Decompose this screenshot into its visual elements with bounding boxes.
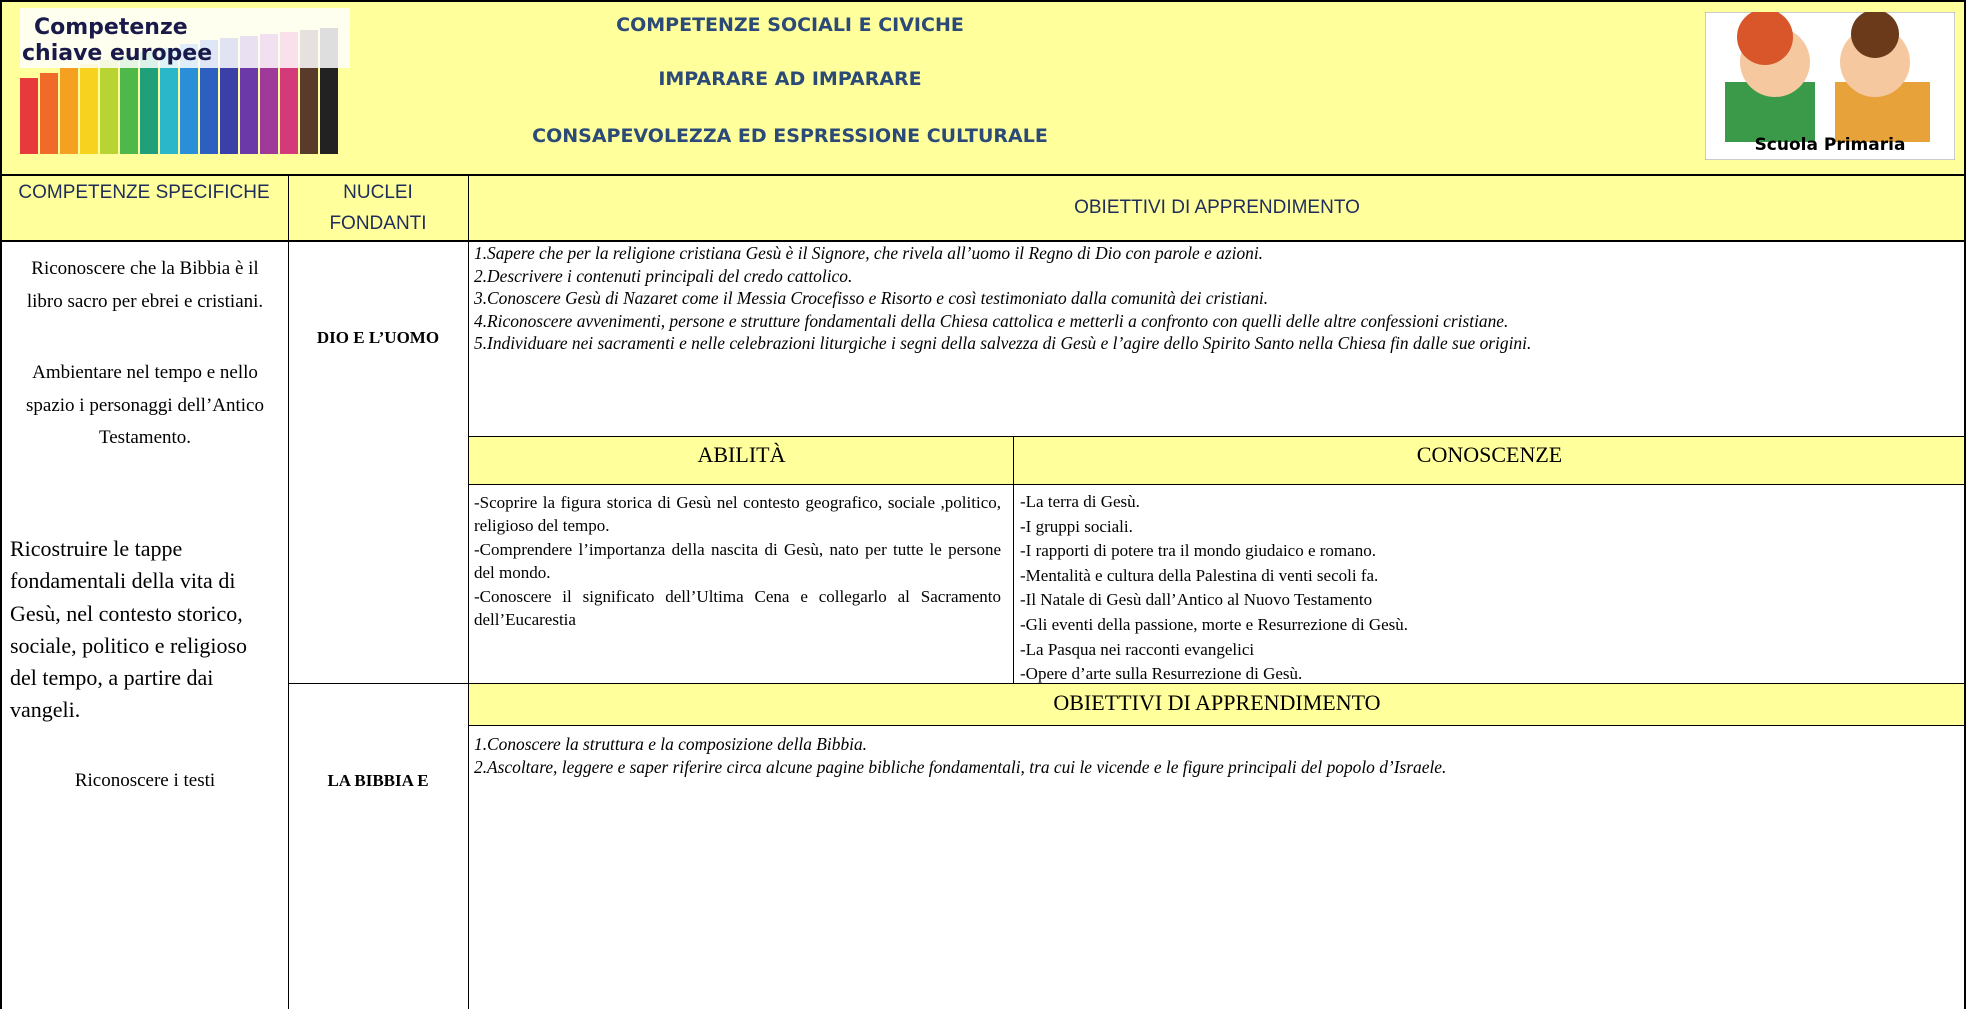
list-item: 3.Conoscere Gesù di Nazaret come il Mess…	[474, 288, 1269, 309]
list-item: -Comprendere l’importanza della nascita …	[474, 539, 1001, 583]
list-item: -Scoprire la figura storica di Gesù nel …	[474, 493, 1001, 536]
list-item: 4.Riconoscere avvenimenti, persone e str…	[474, 310, 1509, 331]
objectives-list: 1.Conoscere la struttura e la composizio…	[474, 733, 1960, 778]
list-item: -Mentalità e cultura della Palestina di …	[1020, 565, 1379, 585]
objectives-list: 1.Sapere che per la religione cristiana …	[474, 242, 1960, 355]
border	[0, 0, 2, 1009]
border	[288, 683, 1966, 684]
list-item: 2.Descrivere i contenuti principali del …	[474, 265, 853, 286]
sub-header: ABILITÀ	[697, 442, 786, 467]
skills-list: -Scoprire la figura storica di Gesù nel …	[474, 491, 1001, 631]
header-title: CONSAPEVOLEZZA ED ESPRESSIONE CULTURALE	[532, 125, 1048, 147]
list-item: -Gli eventi della passione, morte e Resu…	[1020, 614, 1409, 634]
list-item: 1.Sapere che per la religione cristiana …	[474, 243, 1264, 263]
column-header: OBIETTIVI DI APPRENDIMENTO	[1074, 197, 1360, 218]
border	[1964, 0, 1966, 1009]
border	[468, 436, 1966, 437]
list-item: 2.Ascoltare, leggere e saper riferire ci…	[474, 756, 1447, 777]
sub-header: OBIETTIVI DI APPRENDIMENTO	[1053, 690, 1381, 715]
list-item: 1.Conoscere la struttura e la composizio…	[474, 734, 868, 754]
list-item: -Opere d’arte sulla Resurrezione di Gesù…	[1020, 664, 1303, 684]
logo-text: Competenze	[34, 15, 188, 40]
competence: Ambientare nel tempo e nello spazio i pe…	[26, 362, 264, 448]
competence: Riconoscere i testi	[74, 770, 216, 791]
header-title: IMPARARE AD IMPARARE	[658, 68, 922, 90]
border	[0, 174, 1966, 176]
logo: Competenze chiave europee	[20, 8, 350, 154]
sub-header-band	[468, 436, 1966, 484]
sub-header-band	[468, 683, 1966, 725]
competence: Riconoscere che la Bibbia è il libro sac…	[26, 258, 264, 312]
list-item: -I gruppi sociali.	[1020, 516, 1133, 536]
border	[1013, 436, 1014, 683]
list-item: 5.Individuare nei sacramenti e nelle cel…	[474, 333, 1532, 354]
border	[468, 484, 1966, 485]
border	[468, 175, 469, 1009]
column-header: NUCLEI FONDANTI	[329, 182, 427, 234]
header-title: COMPETENZE SOCIALI E CIVICHE	[616, 14, 964, 36]
border	[0, 240, 1966, 242]
column-header-band	[0, 175, 1966, 240]
knowledge-list: -La terra di Gesù. -I gruppi sociali. -I r…	[1020, 490, 1960, 687]
logo-text: chiave europee	[22, 41, 212, 66]
sub-header: CONOSCENZE	[1416, 442, 1563, 467]
border	[288, 175, 289, 1009]
badge: Scuola Primaria	[1705, 12, 1955, 160]
nucleus: DIO E L’UOMO	[316, 328, 440, 347]
list-item: -I rapporti di potere tra il mondo giuda…	[1020, 541, 1376, 561]
list-item: -La terra di Gesù.	[1020, 492, 1140, 511]
competence: Ricostruire le tappe fondamentali della …	[10, 536, 248, 723]
nucleus: LA BIBBIA E	[327, 771, 429, 790]
badge-text: Scuola Primaria	[1755, 135, 1906, 155]
list-item: -La Pasqua nei racconti evangelici	[1020, 639, 1255, 659]
list-item: -Il Natale di Gesù dall’Antico al Nuovo …	[1020, 590, 1373, 610]
border	[0, 0, 1966, 2]
list-item: -Conoscere il significato dell’Ultima Ce…	[474, 586, 1001, 630]
column-header: COMPETENZE SPECIFICHE	[18, 182, 270, 203]
border	[468, 725, 1966, 726]
